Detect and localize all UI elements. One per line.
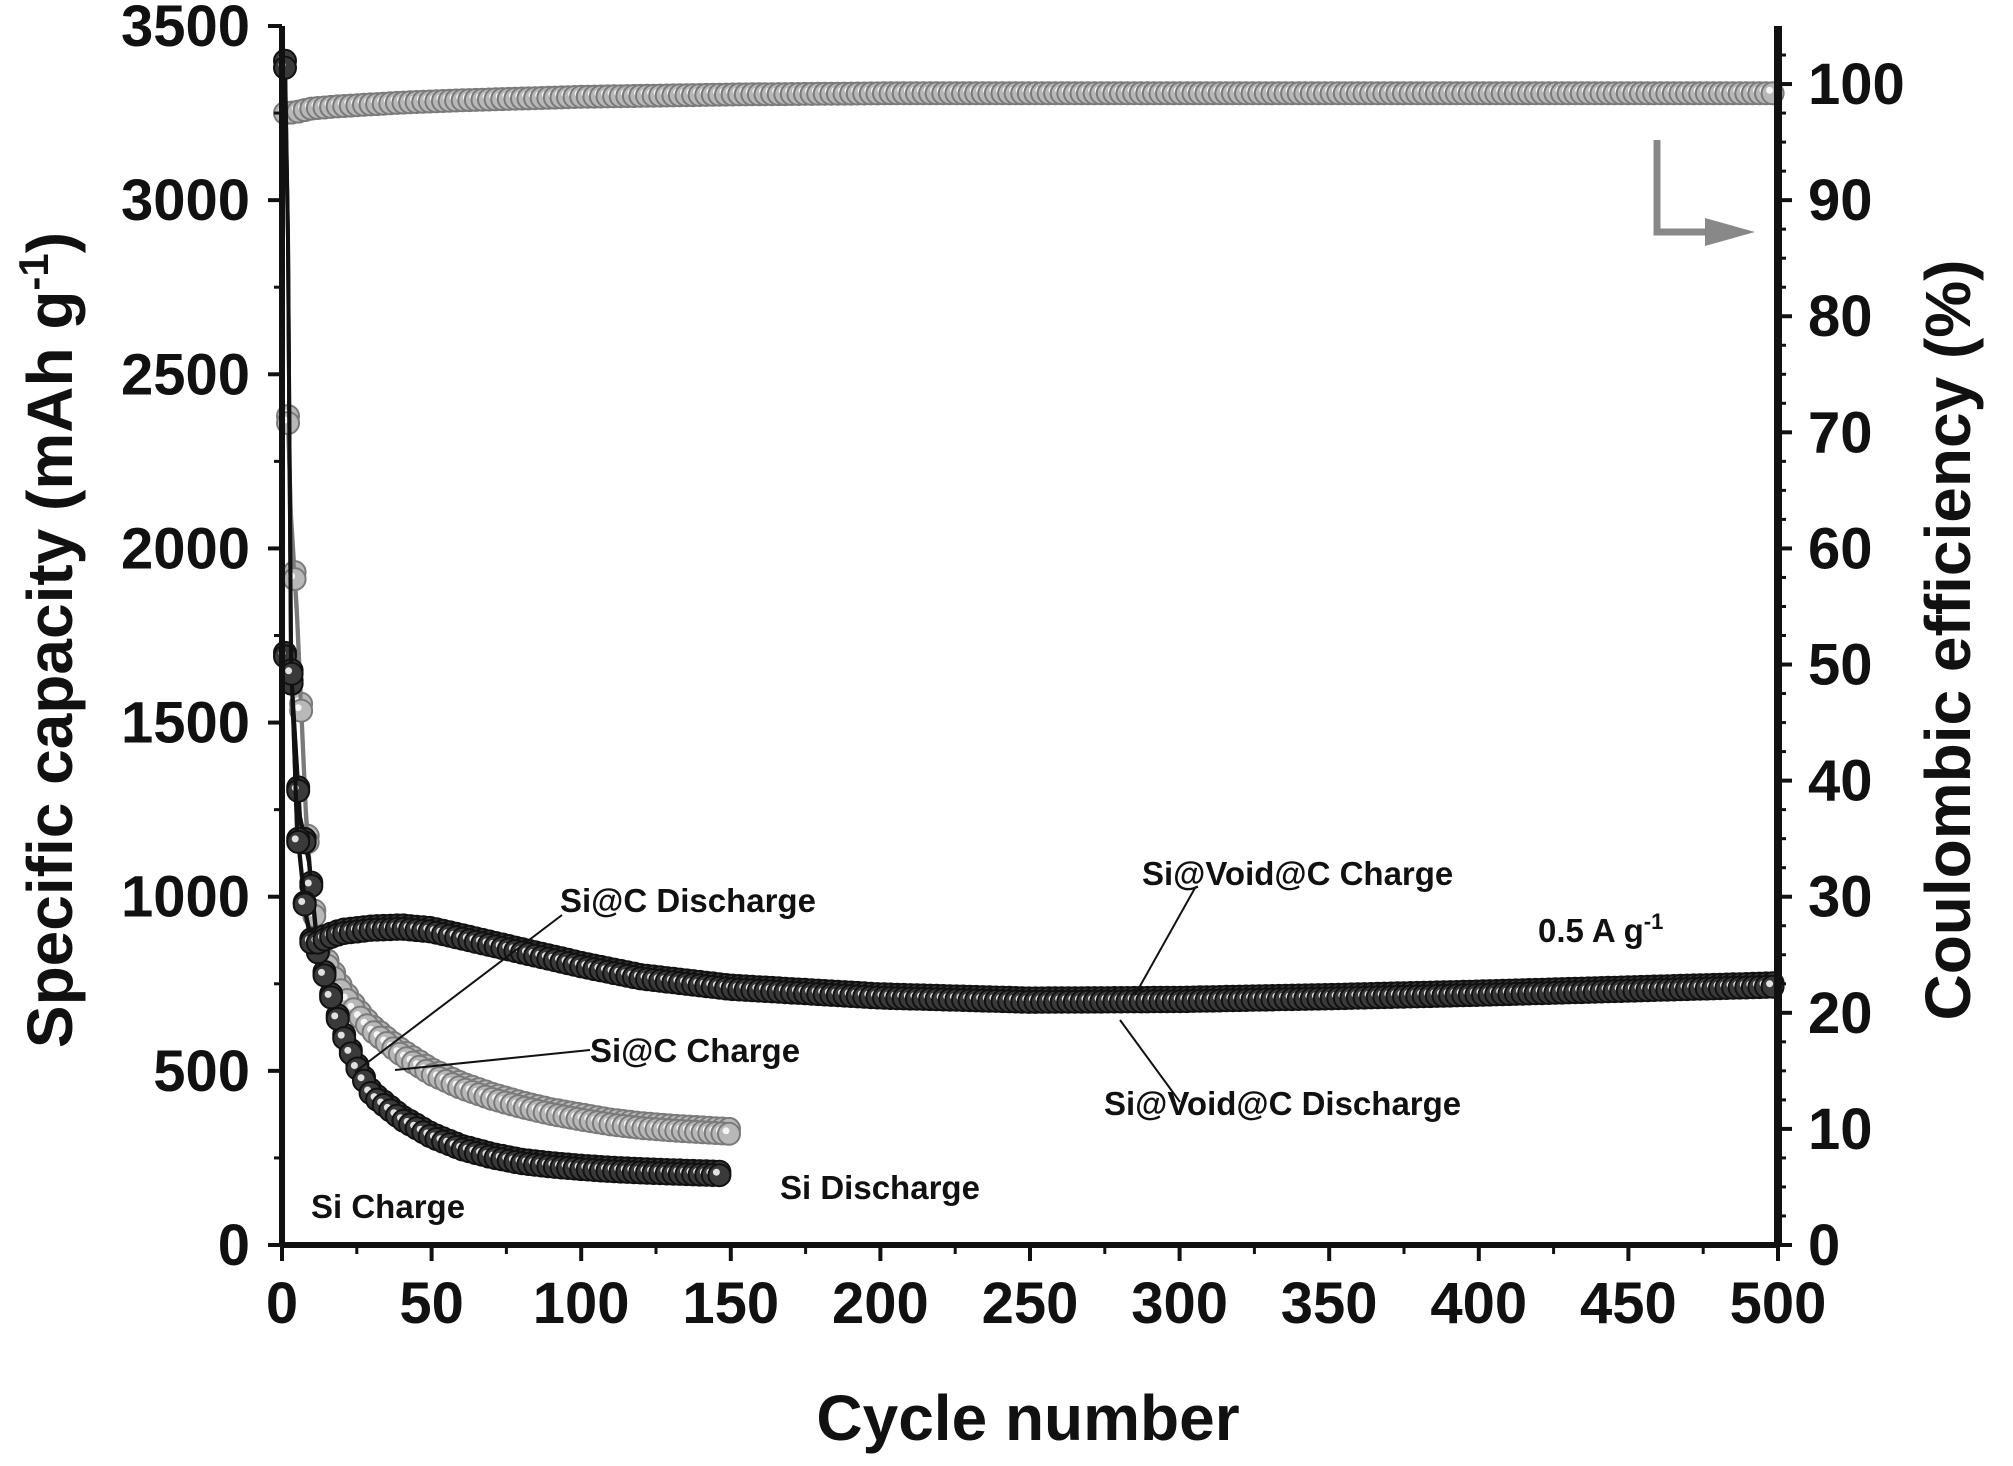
- annotation-si-discharge: Si Discharge: [780, 1169, 980, 1206]
- series-line-si-void-c-discharge: [283, 67, 1779, 1004]
- data-point-highlight: [294, 704, 302, 712]
- annotation-leader-si-void-c-discharge: [1119, 1019, 1181, 1103]
- data-point: [282, 567, 307, 592]
- series-si-void-c-charge: [273, 48, 1785, 1011]
- data-point-highlight: [344, 1046, 352, 1054]
- series-coulombic-efficiency: [273, 81, 1785, 126]
- annotation-current-density-main: 0.5 A g: [1538, 912, 1644, 949]
- y2-tick-label: 50: [1808, 633, 1873, 698]
- y2-tick-label: 60: [1808, 516, 1873, 581]
- data-point-highlight: [722, 1127, 730, 1135]
- data-point: [286, 778, 311, 803]
- y2-tick-label: 30: [1808, 865, 1873, 930]
- series-si-void-c-discharge: [273, 55, 1785, 1014]
- y2-tick-label: 80: [1808, 284, 1873, 349]
- y2-tick-label: 70: [1808, 400, 1873, 465]
- data-point-highlight: [337, 1031, 345, 1039]
- x-tick-label: 100: [533, 1271, 630, 1336]
- annotation-current-density: 0.5 A g-1: [1538, 909, 1663, 949]
- data-point-highlight: [350, 1062, 358, 1069]
- y2-tick-label: 0: [1808, 1213, 1840, 1278]
- data-point-highlight: [357, 1074, 365, 1082]
- data-point-highlight: [347, 1002, 355, 1010]
- x-tick-label: 150: [682, 1271, 779, 1336]
- y2-tick-label: 100: [1808, 52, 1905, 117]
- annotation-leader-si-c-charge: [394, 1049, 591, 1071]
- data-point: [312, 963, 337, 988]
- right-axis-arrow-icon: [1653, 140, 1712, 236]
- annotation-si-void-c-charge: Si@Void@C Charge: [1142, 855, 1453, 892]
- y2-tick-label: 40: [1808, 749, 1873, 814]
- y-tick-label: 1500: [121, 691, 250, 756]
- y-axis-title: Specific capacity (mAh g-1): [10, 232, 86, 1048]
- y2-tick-label: 90: [1808, 168, 1873, 233]
- data-point: [286, 829, 311, 854]
- data-point: [319, 985, 344, 1010]
- data-point-highlight: [291, 835, 299, 843]
- y-axis-title-close: ): [14, 232, 86, 253]
- data-point: [707, 1163, 732, 1188]
- data-point: [717, 1121, 741, 1146]
- x-tick-label: 400: [1430, 1271, 1527, 1336]
- y-axis-title-main: Specific capacity (mAh g: [14, 291, 86, 1049]
- axes: [279, 26, 1782, 1248]
- x-axis-title: Cycle number: [816, 1382, 1239, 1454]
- x-tick-label: 350: [1281, 1271, 1378, 1336]
- annotation-leader-si-void-c-charge: [1134, 887, 1196, 996]
- x-tick-label: 500: [1730, 1271, 1827, 1336]
- y-tick-label: 3500: [121, 0, 250, 59]
- ticks: 0 50 100 150 200 250 300 350 400 450 5000500100015…: [121, 0, 1905, 1336]
- data-point-highlight: [1766, 86, 1774, 94]
- data-point-highlight: [324, 990, 332, 998]
- annotations: Si@C Discharge Si@Void@C Charge 0.5 A g-…: [311, 855, 1663, 1225]
- y-tick-label: 2000: [121, 516, 250, 581]
- y-tick-label: 0: [218, 1213, 250, 1278]
- x-tick-label: 300: [1131, 1271, 1228, 1336]
- x-tick-label: 0: [266, 1271, 298, 1336]
- y-tick-label: 500: [153, 1039, 250, 1104]
- data-point-highlight: [304, 879, 312, 887]
- annotation-leader-si-c-discharge: [354, 914, 563, 1073]
- series-line-si-void-c-charge: [283, 60, 1779, 1001]
- x-tick-label: 450: [1580, 1271, 1677, 1336]
- annotation-si-c-discharge: Si@C Discharge: [560, 882, 816, 919]
- y-tick-label: 3000: [121, 168, 250, 233]
- data-point-highlight: [712, 1168, 720, 1176]
- x-tick-label: 200: [832, 1271, 929, 1336]
- annotation-si-void-c-discharge: Si@Void@C Discharge: [1104, 1085, 1461, 1122]
- data-point: [292, 892, 317, 917]
- right-axis-arrow-head: [1705, 218, 1755, 246]
- annotation-current-density-superscript: -1: [1644, 909, 1664, 934]
- annotation-si-charge: Si Charge: [311, 1188, 465, 1225]
- data-point-highlight: [331, 1012, 339, 1020]
- y2-axis-title: Coulombic efficiency (%): [1912, 260, 1984, 1021]
- data-point-highlight: [298, 898, 306, 905]
- y2-tick-label: 20: [1808, 981, 1873, 1046]
- data-point-highlight: [1766, 980, 1774, 988]
- plot-area: [273, 48, 1785, 1188]
- x-tick-label: 50: [399, 1271, 464, 1336]
- y2-tick-label: 10: [1808, 1097, 1873, 1162]
- y-tick-label: 2500: [121, 342, 250, 407]
- data-point-highlight: [318, 968, 325, 976]
- x-tick-label: 250: [982, 1271, 1079, 1336]
- annotation-si-c-charge: Si@C Charge: [590, 1032, 800, 1069]
- y-tick-label: 1000: [121, 865, 250, 930]
- y-axis-title-superscript: -1: [10, 253, 57, 290]
- data-point-highlight: [285, 667, 293, 675]
